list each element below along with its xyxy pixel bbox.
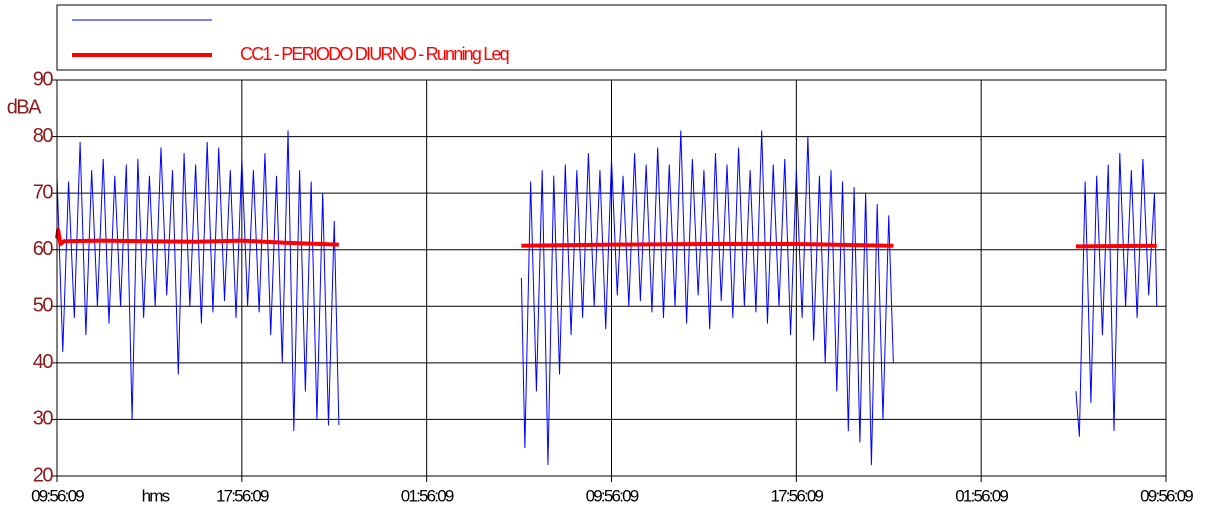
- series-line: [56, 130, 1158, 466]
- y-tick-label: 60: [33, 238, 54, 260]
- y-tick-label: 30: [33, 408, 54, 430]
- x-tick-label: 17:56:09: [216, 486, 269, 505]
- x-tick-label: 17:56:09: [770, 486, 823, 505]
- x-axis-label: hms: [142, 486, 170, 505]
- x-tick-label: 09:56:09: [31, 486, 84, 505]
- x-tick-label: 01:56:09: [955, 486, 1008, 505]
- legend-label: CC1 - PERIODO DIURNO - Running Leq: [240, 44, 509, 64]
- y-tick-label: 90: [33, 68, 54, 90]
- x-tick-label: 09:56:09: [1140, 486, 1193, 505]
- y-axis-label: dBA: [7, 96, 42, 118]
- y-tick-label: 20: [33, 464, 54, 486]
- legend-box: [56, 4, 1167, 71]
- y-tick-label: 50: [33, 295, 54, 317]
- plot-border: [56, 79, 1167, 477]
- series-line: [55, 227, 1157, 249]
- x-tick-label: 01:56:09: [401, 486, 454, 505]
- y-tick-label: 40: [33, 351, 54, 373]
- y-tick-label: 80: [33, 125, 54, 147]
- x-tick-label: 09:56:09: [586, 486, 639, 505]
- y-tick-label: 70: [33, 181, 54, 203]
